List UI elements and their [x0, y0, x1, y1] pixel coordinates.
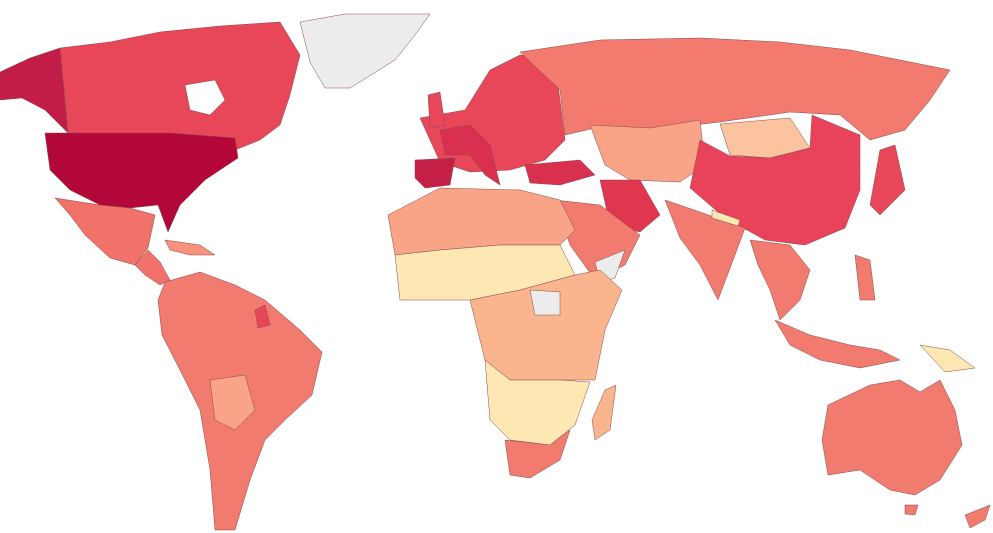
- central-america: [134, 249, 171, 286]
- france-italy: [439, 124, 501, 186]
- southeast-asia: [749, 239, 811, 321]
- united-states: [44, 132, 239, 233]
- uk: [427, 91, 446, 129]
- japan: [869, 144, 906, 216]
- caribbean: [164, 239, 216, 256]
- new-zealand: [964, 504, 991, 529]
- south-africa: [504, 429, 571, 479]
- southern-africa: [484, 359, 591, 446]
- philippines: [854, 254, 876, 301]
- south-sudan: [529, 289, 561, 316]
- india: [664, 199, 746, 301]
- guiana: [254, 304, 271, 329]
- central-asia: [589, 119, 706, 183]
- papua: [919, 344, 976, 373]
- madagascar: [591, 384, 617, 441]
- iberia: [414, 157, 456, 189]
- turkey: [524, 159, 596, 186]
- indonesia: [774, 319, 901, 369]
- australia: [821, 379, 963, 496]
- nepal: [711, 209, 741, 227]
- tasmania: [904, 504, 919, 516]
- mexico: [54, 197, 156, 266]
- bolivia-paraguay: [209, 374, 256, 431]
- greenland: [299, 13, 431, 89]
- russia: [519, 37, 951, 141]
- hudson-bay: [184, 79, 226, 116]
- alaska: [0, 47, 69, 134]
